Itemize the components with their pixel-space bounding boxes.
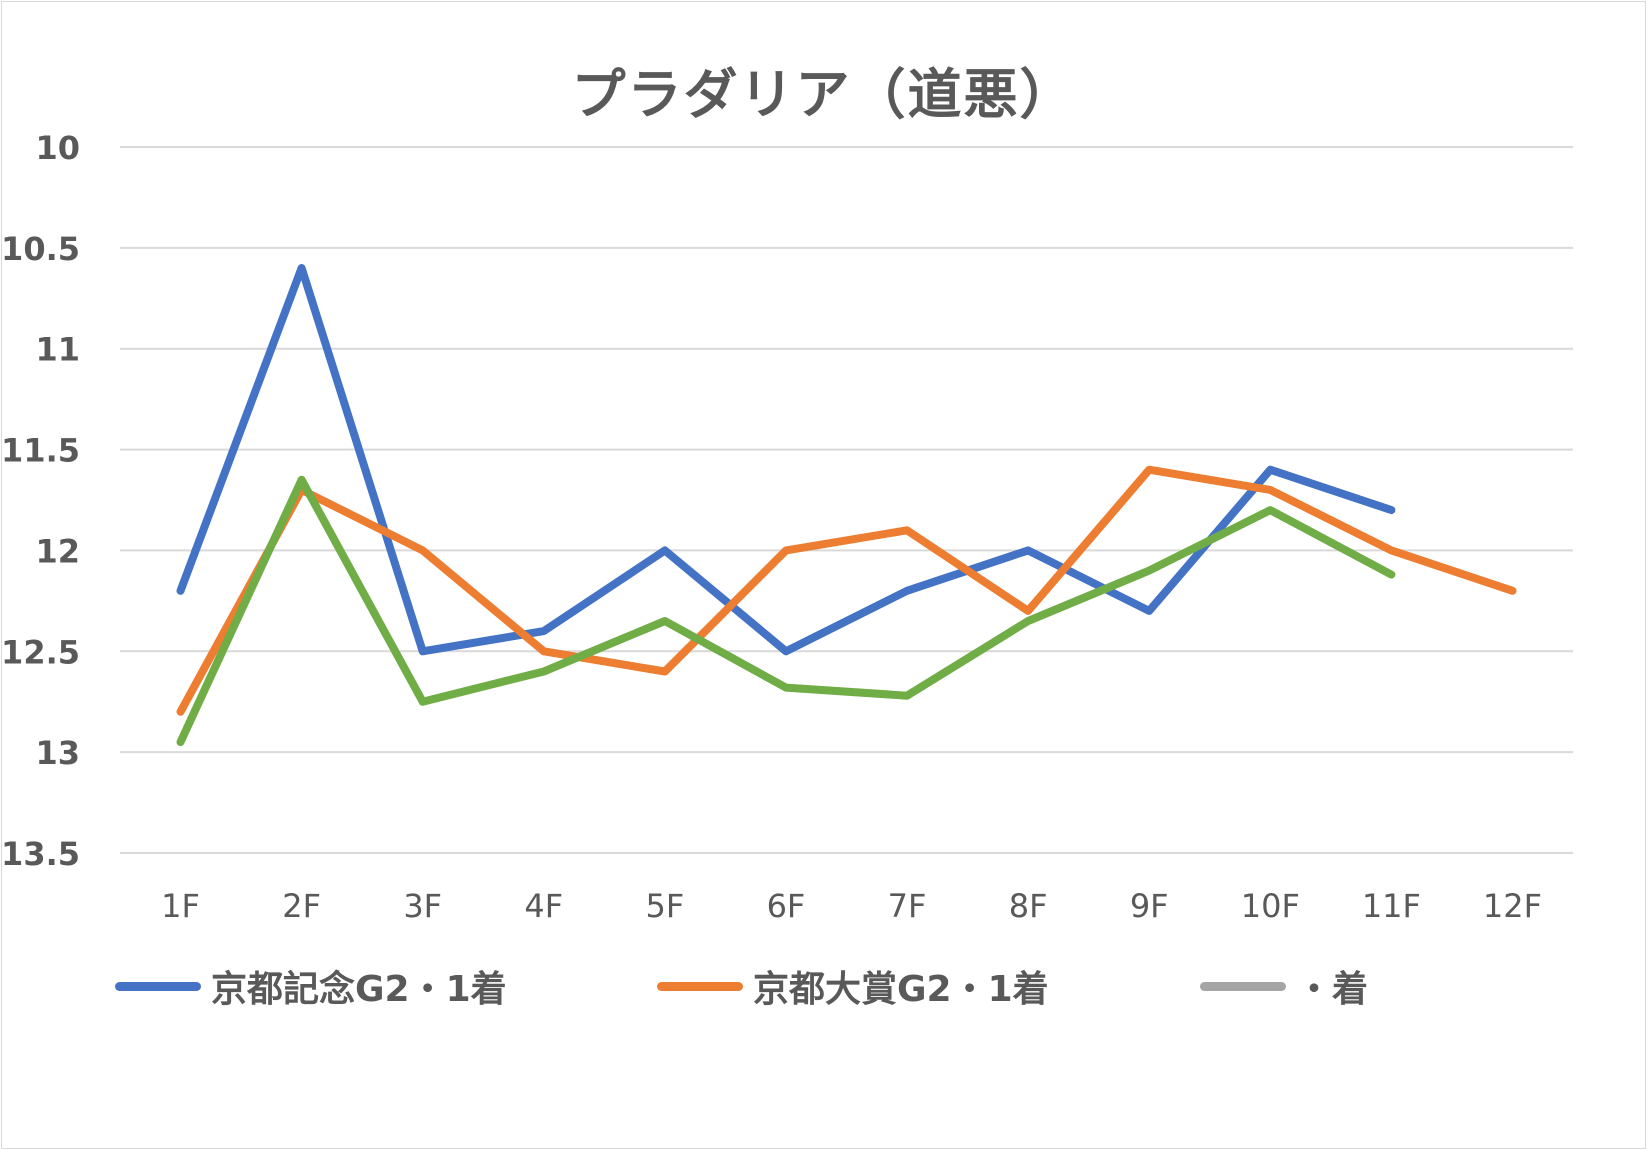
chart-title: プラダリア（道悪） — [571, 63, 1076, 126]
series-line-0 — [176, 264, 1396, 656]
x-tick-label: 10F — [1241, 887, 1300, 925]
y-tick-label: 11.5 — [1, 432, 80, 470]
legend-label: 京都大賞G2・1着 — [753, 969, 1049, 1010]
x-tick-label: 8F — [1009, 887, 1048, 925]
x-tick-label: 1F — [161, 887, 200, 925]
series-line-3 — [176, 475, 1396, 747]
y-tick-label: 12.5 — [1, 633, 80, 671]
legend-item-blank: ・着 — [1200, 958, 1368, 1014]
legend-swatch — [657, 981, 743, 991]
y-tick-label: 10 — [35, 129, 80, 167]
y-tick-label: 11 — [35, 331, 80, 369]
x-tick-label: 12F — [1483, 887, 1542, 925]
legend-swatch — [115, 981, 201, 991]
x-tick-label: 9F — [1130, 887, 1169, 925]
x-tick-label: 6F — [767, 887, 806, 925]
x-tick-label: 2F — [282, 887, 321, 925]
y-tick-label: 13 — [35, 734, 80, 772]
legend-label: 京都記念G2・1着 — [211, 969, 507, 1010]
y-tick-label: 10.5 — [1, 230, 80, 268]
series-line-1 — [176, 465, 1517, 716]
legend-item-kyoto-kinen: 京都記念G2・1着 — [115, 958, 507, 1014]
y-tick-label: 13.5 — [1, 835, 80, 873]
x-tick-label: 5F — [645, 887, 684, 925]
legend-label: ・着 — [1296, 969, 1369, 1010]
legend-swatch — [1200, 981, 1286, 991]
y-tick-label: 12 — [35, 532, 80, 570]
legend-item-kyoto-daisho: 京都大賞G2・1着 — [657, 958, 1049, 1014]
x-tick-label: 7F — [888, 887, 927, 925]
x-tick-label: 4F — [524, 887, 563, 925]
x-tick-label: 3F — [403, 887, 442, 925]
legend: 京都記念G2・1着 京都大賞G2・1着 ・着 — [0, 958, 1647, 1014]
x-tick-label: 11F — [1362, 887, 1421, 925]
